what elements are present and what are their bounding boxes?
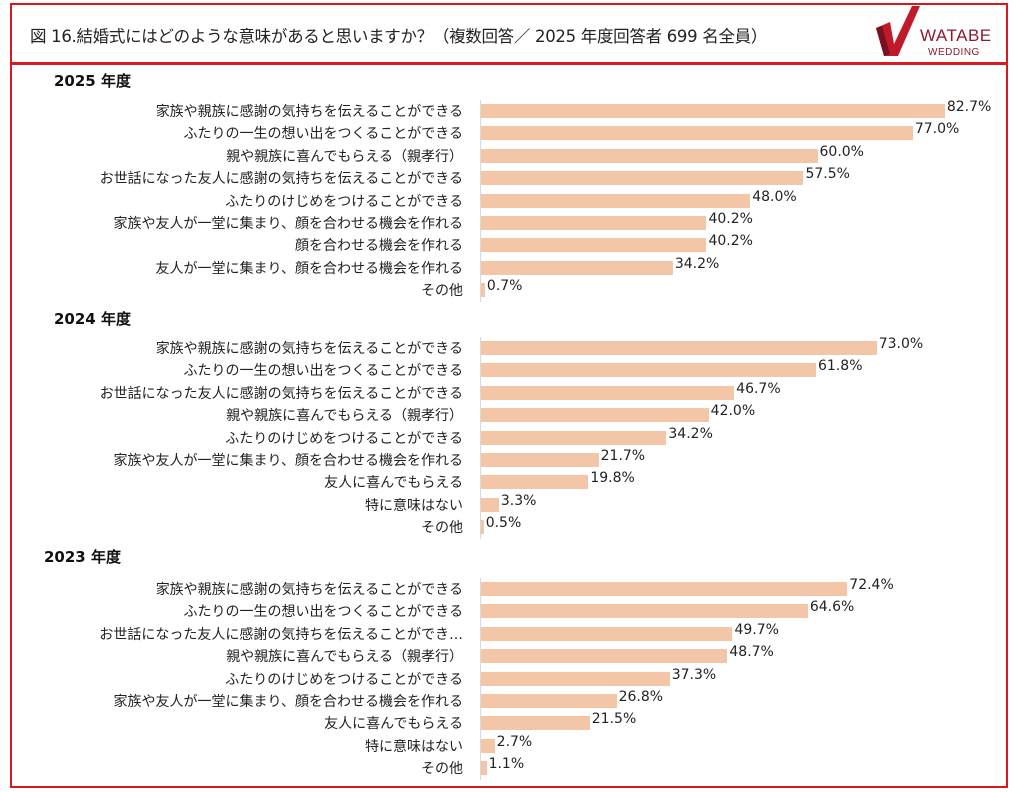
category-label: その他 <box>421 283 463 300</box>
bar <box>481 104 945 118</box>
data-label: 72.4% <box>849 577 894 593</box>
category-label: 顔を合わせる機会を作れる <box>295 238 463 255</box>
data-label: 0.7% <box>486 278 523 295</box>
data-label: 40.2% <box>708 211 753 227</box>
bar <box>481 716 590 731</box>
data-label: 34.2% <box>668 425 713 442</box>
bar <box>481 453 599 467</box>
axis-line <box>480 337 481 539</box>
data-label: 34.2% <box>674 255 720 272</box>
data-label: 77.0% <box>914 121 960 138</box>
bar <box>481 738 495 753</box>
data-label: 49.7% <box>734 621 779 638</box>
category-label: 友人に喜んでもらえる <box>324 716 463 733</box>
category-label: 友人が一堂に集まり、顔を合わせる機会を作れる <box>155 260 463 277</box>
category-label: 家族や友人が一堂に集まり、顔を合わせる機会を作れる <box>113 694 463 710</box>
bar <box>481 363 817 378</box>
chart-frame <box>10 3 1008 788</box>
category-label: その他 <box>421 761 463 778</box>
bar <box>481 260 673 275</box>
category-label: 家族や友人が一堂に集まり、顔を合わせる機会を作れる <box>113 216 463 232</box>
panel-title: 2025 年度 <box>54 72 131 90</box>
bar <box>481 171 804 186</box>
data-label: 3.3% <box>500 492 537 509</box>
category-label: お世話になった友人に感謝の気持ちを伝えることができる <box>99 171 463 188</box>
bar <box>481 126 913 141</box>
axis-line <box>480 100 481 302</box>
category-label: その他 <box>421 520 463 537</box>
data-label: 21.7% <box>600 448 646 464</box>
bar <box>481 475 589 490</box>
data-label: 37.3% <box>671 666 717 683</box>
bar <box>481 430 667 445</box>
data-label: 26.8% <box>618 689 664 705</box>
data-label: 82.7% <box>946 99 992 115</box>
data-label: 19.8% <box>590 470 635 487</box>
data-label: 48.7% <box>729 644 774 661</box>
panel-title: 2023 年度 <box>44 548 121 566</box>
category-label: 親や親族に喜んでもらえる（親孝行） <box>226 148 463 165</box>
data-label: 57.5% <box>805 166 850 183</box>
data-label: 42.0% <box>710 403 756 420</box>
category-label: 親や親族に喜んでもらえる（親孝行） <box>226 408 463 425</box>
category-label: ふたりの一生の想い出をつくることができる <box>183 126 463 143</box>
category-label: ふたりの一生の想い出をつくることができる <box>183 363 463 380</box>
bar <box>481 582 848 596</box>
category-label: お世話になった友人に感謝の気持ちを伝えることができ… <box>99 626 463 643</box>
category-label: 友人に喜んでもらえる <box>324 475 463 492</box>
category-label: ふたりのけじめをつけることができる <box>225 671 463 688</box>
category-label: お世話になった友人に感謝の気持ちを伝えることができる <box>99 385 463 402</box>
data-label: 64.6% <box>809 599 855 616</box>
chart-title: 図 16.結婚式にはどのような意味があると思いますか？（複数回答／ 2025 年… <box>30 27 768 46</box>
bar <box>481 408 709 423</box>
bar <box>481 193 751 208</box>
logo-subtext: WEDDING <box>928 47 980 58</box>
bar <box>481 497 499 512</box>
category-label: 家族や親族に感謝の気持ちを伝えることができる <box>155 341 463 357</box>
data-label: 2.7% <box>496 733 533 750</box>
bar <box>481 604 808 619</box>
category-label: 家族や友人が一堂に集まり、顔を合わせる機会を作れる <box>113 453 463 469</box>
bar <box>481 148 818 163</box>
logo-text: WATABE <box>920 26 992 45</box>
bar <box>481 283 485 298</box>
bar <box>481 238 707 253</box>
data-label: 73.0% <box>878 336 924 352</box>
data-label: 61.8% <box>818 358 863 375</box>
category-label: 家族や親族に感謝の気持ちを伝えることができる <box>155 582 463 598</box>
bar <box>481 671 670 686</box>
bar <box>481 216 707 230</box>
logo-ribbon-icon <box>876 6 920 56</box>
watabe-wedding-logo: WATABE WEDDING <box>868 4 1008 62</box>
category-label: 特に意味はない <box>365 738 463 755</box>
header: 図 16.結婚式にはどのような意味があると思いますか？（複数回答／ 2025 年… <box>12 5 1006 65</box>
data-label: 21.5% <box>591 711 637 728</box>
bar <box>481 649 728 664</box>
category-label: 家族や親族に感謝の気持ちを伝えることができる <box>155 104 463 120</box>
category-label: ふたりのけじめをつけることができる <box>225 430 463 447</box>
data-label: 1.1% <box>488 756 525 773</box>
category-label: 特に意味はない <box>365 497 463 514</box>
bar <box>481 385 735 400</box>
bar <box>481 694 617 708</box>
bar <box>481 761 487 776</box>
panel-title: 2024 年度 <box>54 310 131 328</box>
data-label: 40.2% <box>708 233 753 250</box>
category-label: ふたりの一生の想い出をつくることができる <box>183 604 463 621</box>
data-label: 46.7% <box>736 380 781 397</box>
axis-line <box>480 578 481 780</box>
category-label: 親や親族に喜んでもらえる（親孝行） <box>226 649 463 666</box>
bar <box>481 520 484 535</box>
bar <box>481 341 877 355</box>
data-label: 0.5% <box>485 515 522 532</box>
bar <box>481 626 733 641</box>
category-label: ふたりのけじめをつけることができる <box>225 193 463 210</box>
data-label: 48.0% <box>752 188 797 205</box>
data-label: 60.0% <box>819 143 864 160</box>
